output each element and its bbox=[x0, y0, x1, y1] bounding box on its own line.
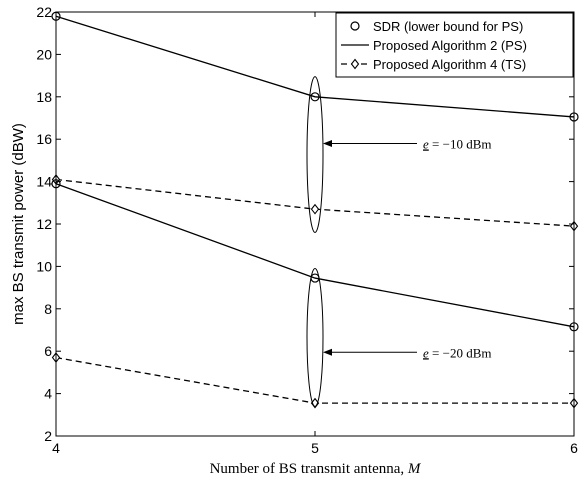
legend-marker-alg4 bbox=[350, 58, 360, 70]
series-line-solid-20dbm bbox=[55, 183, 575, 328]
legend-label-alg4: Proposed Algorithm 4 (TS) bbox=[373, 57, 526, 72]
y-tick-label: 2 bbox=[44, 428, 52, 444]
x-tick-label: 4 bbox=[52, 440, 60, 456]
annotation-variable: e bbox=[423, 345, 429, 360]
y-tick-label: 12 bbox=[36, 216, 52, 232]
y-tick-label: 10 bbox=[36, 258, 52, 274]
x-tick-label: 5 bbox=[311, 440, 319, 456]
annotation-arrowhead bbox=[323, 139, 332, 147]
y-axis-label: max BS transmit power (dBW) bbox=[10, 123, 27, 325]
series-line-dashed-diamond-20dbm bbox=[55, 356, 574, 404]
legend: SDR (lower bound for PS) Proposed Algori… bbox=[335, 12, 574, 78]
annotation-label: e = −20 dBm bbox=[423, 345, 491, 360]
annotation-value: = −20 dBm bbox=[429, 345, 492, 360]
annotation-variable: e bbox=[423, 136, 429, 151]
y-tick-label: 8 bbox=[44, 301, 52, 317]
y-tick-label: 18 bbox=[36, 89, 52, 105]
annotation-label: e = −10 dBm bbox=[423, 136, 491, 151]
x-tick-label: 6 bbox=[570, 440, 578, 456]
annotation-arrowhead bbox=[323, 348, 332, 356]
annotation-ellipse bbox=[306, 268, 324, 407]
legend-marker-sdr bbox=[350, 21, 360, 31]
series-line-solid-10dbm bbox=[55, 15, 575, 118]
x-axis-label-text: Number of BS transmit antenna, bbox=[210, 461, 408, 477]
y-tick-label: 6 bbox=[44, 343, 52, 359]
series-line-dashed-diamond-10dbm bbox=[55, 178, 575, 227]
x-axis-label-variable: M bbox=[407, 461, 422, 477]
x-axis-label: Number of BS transmit antenna, M bbox=[210, 461, 422, 477]
y-tick-label: 16 bbox=[36, 131, 52, 147]
annotation-ellipse bbox=[306, 76, 324, 233]
y-tick-label: 4 bbox=[44, 386, 52, 402]
legend-label-alg2: Proposed Algorithm 2 (PS) bbox=[373, 38, 527, 53]
y-tick-label: 20 bbox=[36, 46, 52, 62]
y-tick-label: 14 bbox=[36, 174, 52, 190]
legend-box bbox=[335, 12, 574, 78]
legend-label-sdr: SDR (lower bound for PS) bbox=[373, 19, 523, 34]
y-tick-label: 22 bbox=[36, 4, 52, 20]
annotation-value: = −10 dBm bbox=[429, 136, 492, 151]
point-diamond-dashed-diamond-10dbm bbox=[310, 203, 320, 215]
